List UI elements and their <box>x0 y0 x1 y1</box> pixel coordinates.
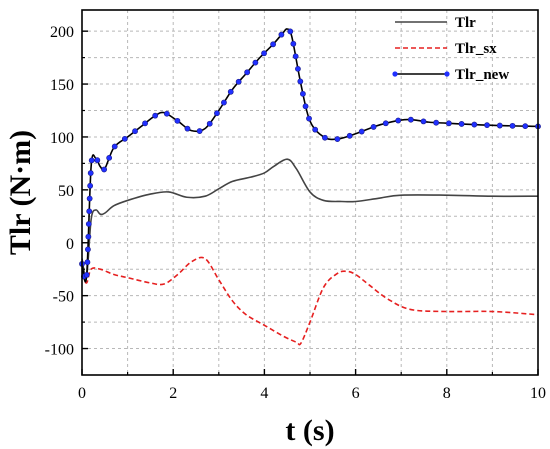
series-marker-tlr-new <box>382 120 389 127</box>
series-marker-tlr-new <box>142 120 148 127</box>
series-marker-tlr-new <box>85 233 92 240</box>
series-marker-tlr-new <box>163 110 170 117</box>
series-marker-tlr-new <box>206 120 213 127</box>
series-marker-tlr-new <box>458 121 465 127</box>
series-marker-tlr-new <box>87 182 94 189</box>
series-marker-tlr-new <box>297 78 304 85</box>
series-marker-tlr-new <box>152 112 159 119</box>
series-marker-tlr-new <box>407 116 414 123</box>
legend-marker-tlr-new <box>444 71 450 77</box>
series-marker-tlr-new <box>86 208 93 215</box>
series-marker-tlr-new <box>292 53 299 60</box>
y-tick-label: 0 <box>66 236 74 253</box>
series-line-tlr <box>81 158 539 279</box>
series-marker-tlr-new <box>132 128 138 135</box>
series-marker-tlr-new <box>87 170 94 176</box>
series-marker-tlr-new <box>85 221 92 227</box>
series-marker-tlr-new <box>295 65 301 72</box>
y-axis-title: Tlr (N·m) <box>4 130 37 255</box>
series-marker-tlr-new <box>221 99 227 106</box>
series-marker-tlr-new <box>235 78 242 85</box>
series-marker-tlr-new <box>420 118 427 125</box>
x-tick-label: 4 <box>260 385 268 402</box>
series-marker-tlr-new <box>244 69 251 76</box>
x-axis-title: t (s) <box>285 414 334 447</box>
series-marker-tlr-new <box>334 136 341 142</box>
legend-label-tlr-new: Tlr_new <box>455 67 509 83</box>
series-marker-tlr-new <box>287 28 294 35</box>
y-tick-label: 150 <box>50 77 74 94</box>
series-marker-tlr-new <box>358 128 365 135</box>
series-marker-tlr-new <box>471 121 478 128</box>
series-marker-tlr-new <box>346 132 353 139</box>
series-marker-tlr-new <box>270 41 276 48</box>
x-tick-label: 2 <box>169 385 177 402</box>
series-marker-tlr-new <box>111 143 118 150</box>
y-tick-label: -50 <box>53 289 74 306</box>
series-marker-tlr-new <box>509 122 516 129</box>
series-marker-tlr-new <box>370 124 377 130</box>
series-marker-tlr-new <box>261 50 267 57</box>
x-tick-label: 8 <box>443 385 451 402</box>
series-marker-tlr-new <box>227 88 234 95</box>
series-marker-tlr-new <box>184 125 191 132</box>
series-marker-tlr-new <box>84 259 91 266</box>
series-marker-tlr-new <box>174 117 181 124</box>
series-marker-tlr-new <box>312 126 319 133</box>
y-tick-label: -100 <box>45 342 74 359</box>
series-marker-tlr-new <box>496 122 503 129</box>
grid <box>82 10 538 375</box>
series-marker-tlr-new <box>290 40 297 47</box>
series-line-tlr-sx <box>81 256 539 346</box>
series-marker-tlr-new <box>83 272 90 278</box>
ticks: 0 2 4 6 8 10 -100 -50 0 50 100 150 200 <box>45 24 546 402</box>
x-tick-label: 6 <box>352 385 360 402</box>
series-marker-tlr-new <box>484 122 490 129</box>
series-marker-tlr-new <box>106 154 113 161</box>
series-marker-tlr-new <box>196 128 203 134</box>
series-marker-tlr-new <box>278 31 285 38</box>
series-marker-tlr-new <box>306 115 312 122</box>
series-marker-tlr-new <box>85 246 91 253</box>
legend-label-tlr-sx: Tlr_sx <box>455 41 497 57</box>
series-marker-tlr-new <box>86 195 93 202</box>
series-marker-tlr-new <box>302 103 309 110</box>
series-marker-tlr-new <box>101 166 108 173</box>
series-line-tlr-new <box>81 28 539 283</box>
series-marker-tlr-new <box>252 59 259 66</box>
series-marker-tlr-new <box>88 157 95 164</box>
series-marker-tlr-new <box>445 120 452 127</box>
series-marker-tlr-new <box>522 123 529 130</box>
y-tick-label: 100 <box>50 130 74 147</box>
series-marker-tlr-new <box>395 117 402 124</box>
series-marker-tlr-new <box>94 157 101 164</box>
x-tick-label: 10 <box>530 385 546 402</box>
y-tick-label: 200 <box>50 24 74 41</box>
legend-marker-tlr-new <box>392 71 398 77</box>
series-marker-tlr-new <box>214 110 220 117</box>
series-marker-tlr-new <box>300 90 306 97</box>
series-marker-tlr-new <box>433 119 440 126</box>
series-marker-tlr-new <box>121 135 128 142</box>
y-tick-label: 50 <box>58 183 74 200</box>
legend: Tlr Tlr_sx Tlr_new <box>392 15 509 83</box>
series-marker-tlr-new <box>322 134 328 141</box>
legend-label-tlr: Tlr <box>455 15 476 31</box>
x-tick-label: 0 <box>78 385 86 402</box>
